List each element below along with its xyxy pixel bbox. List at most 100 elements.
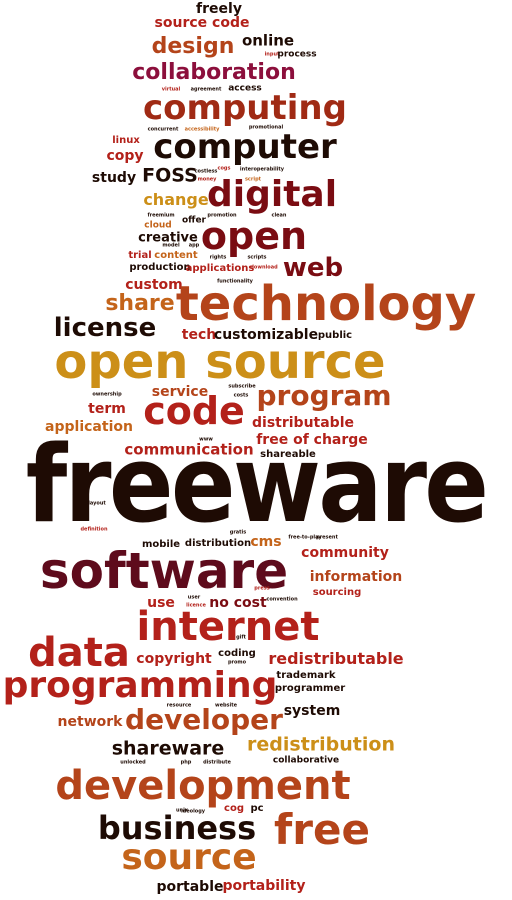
word-money: money xyxy=(197,176,217,183)
word-communication: communication xyxy=(124,440,254,459)
word-application: application xyxy=(45,419,133,435)
word-shareable: shareable xyxy=(260,449,316,460)
word-creative: creative xyxy=(138,230,198,246)
word-gift: gift xyxy=(236,634,246,641)
word-input: input xyxy=(264,51,280,58)
word-copy: copy xyxy=(106,148,144,164)
word-customizable: customizable xyxy=(213,327,319,343)
word-app: app xyxy=(188,242,200,249)
word-promotion: promotion xyxy=(207,212,237,219)
word-code: code xyxy=(143,389,245,433)
word-licence: licence xyxy=(186,602,206,609)
word-press: press xyxy=(254,585,270,592)
word-copyright: copyright xyxy=(136,651,212,667)
word-accessibility: accessibility xyxy=(184,126,220,133)
word-php: php xyxy=(180,759,192,766)
word-distribution: distribution xyxy=(184,538,252,549)
word-free-of-charge: free of charge xyxy=(256,432,368,448)
word-technology: technology xyxy=(175,276,477,332)
word-internet: internet xyxy=(136,604,320,650)
word-information: information xyxy=(309,569,403,585)
word-download: download xyxy=(250,264,278,271)
word-redistribution: redistribution xyxy=(247,733,395,756)
word-content: content xyxy=(154,250,198,261)
word-system: system xyxy=(283,703,341,719)
word-layout: layout xyxy=(88,500,106,507)
word-promo: promo xyxy=(227,659,247,666)
word-mobile: mobile xyxy=(141,539,181,550)
word-developer: developer xyxy=(125,703,283,736)
word-applications: applications xyxy=(185,263,255,274)
word-source-code: source code xyxy=(154,15,250,31)
word-free-to-play: free-to-play xyxy=(288,534,322,541)
word-freely: freely xyxy=(196,1,242,17)
word-trademark: trademark xyxy=(276,670,336,681)
word-service: service xyxy=(151,384,209,400)
word-website: website xyxy=(214,702,238,709)
word-distribute: distribute xyxy=(203,759,231,766)
word-ideology: ideology xyxy=(180,808,206,815)
word-rights: rights xyxy=(209,254,227,261)
word-scripts: scripts xyxy=(247,254,267,261)
word-development: development xyxy=(55,763,351,809)
word-open: open xyxy=(200,214,308,258)
word-resource: resource xyxy=(166,702,192,709)
word-convention: convention xyxy=(266,596,298,603)
word-share: share xyxy=(105,291,175,316)
word-freeware: freeware xyxy=(25,423,489,546)
word-cog: cog xyxy=(224,803,244,814)
word-promotional: promotional xyxy=(248,124,284,131)
word-free: free xyxy=(274,805,370,854)
word-computing: computing xyxy=(143,88,347,128)
word-use: use xyxy=(147,595,175,611)
word-data: data xyxy=(28,630,130,676)
word-portability: portability xyxy=(222,878,306,894)
word-collaboration: collaboration xyxy=(132,60,296,85)
word-study: study xyxy=(91,170,137,186)
word-redistributable: redistributable xyxy=(268,649,404,668)
word-design: design xyxy=(151,34,235,59)
word-programmer: programmer xyxy=(274,683,346,694)
word-present: present xyxy=(316,534,338,541)
word-shareware: shareware xyxy=(111,737,225,760)
word-costs: costs xyxy=(233,392,249,399)
word-programming: programming xyxy=(2,665,278,706)
word-script: script xyxy=(244,176,262,183)
word-linux: linux xyxy=(112,135,140,146)
word-gratis: gratis xyxy=(229,529,247,536)
word-distributable: distributable xyxy=(252,415,354,431)
word-online: online xyxy=(241,31,295,50)
word-program: program xyxy=(256,379,392,412)
word-cms: cms xyxy=(250,534,282,550)
word-ownership: ownership xyxy=(92,391,122,398)
word-web: web xyxy=(282,253,344,283)
word-digital: digital xyxy=(206,174,338,215)
word-clean: clean xyxy=(271,212,287,219)
word-trial: trial xyxy=(128,250,152,261)
word-interoperability: interoperability xyxy=(239,166,285,173)
word-costless: costless xyxy=(194,168,218,175)
word-unlocked: unlocked xyxy=(120,759,146,766)
word-subscribe: subscribe xyxy=(228,383,256,390)
word-network: network xyxy=(57,714,123,730)
word-unix: unix xyxy=(175,807,189,814)
word-model: model xyxy=(162,242,180,249)
word-cloud: cloud xyxy=(144,220,172,231)
word-community: community xyxy=(301,545,389,561)
word-change: change xyxy=(143,190,209,209)
word-custom: custom xyxy=(125,277,183,293)
word-definition: definition xyxy=(80,526,108,533)
word-term: term xyxy=(88,401,126,417)
word-no-cost: no cost xyxy=(209,595,267,611)
word-agreement: agreement xyxy=(190,86,222,93)
word-software: software xyxy=(39,542,289,600)
word-pc: pc xyxy=(250,803,264,814)
word-concurrent: concurrent xyxy=(147,126,179,133)
word-access: access xyxy=(228,83,262,94)
word-freemium: freemium xyxy=(147,212,175,219)
word-portable: portable xyxy=(156,879,224,895)
word-business: business xyxy=(97,809,257,847)
word-source: source xyxy=(121,837,257,878)
word-process: process xyxy=(277,49,317,60)
